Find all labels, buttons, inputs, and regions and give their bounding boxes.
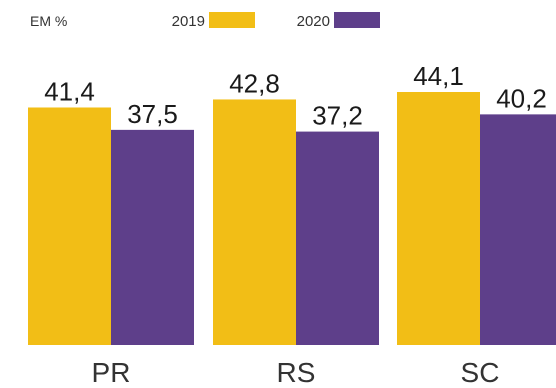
- category-label-pr: PR: [92, 357, 131, 388]
- bar-sc-2019: [397, 92, 480, 345]
- legend-swatch-2020: [334, 12, 380, 28]
- category-label-rs: RS: [277, 357, 316, 388]
- bar-rs-2020: [296, 131, 379, 345]
- legend-label-2019: 2019: [172, 13, 205, 30]
- bar-sc-2020: [480, 114, 556, 346]
- legend-swatch-2019: [209, 12, 255, 28]
- value-label-pr-2019: 41,4: [44, 76, 95, 106]
- category-labels-layer: PR RS SC: [92, 357, 500, 388]
- value-labels-layer: 41,4 37,5 42,8 37,2 44,1 40,2: [44, 61, 547, 131]
- unit-label: EM %: [30, 13, 67, 29]
- legend: 2019 2020: [172, 12, 380, 30]
- category-label-sc: SC: [461, 357, 500, 388]
- value-label-sc-2020: 40,2: [496, 83, 547, 113]
- value-label-rs-2019: 42,8: [229, 68, 280, 98]
- legend-label-2020: 2020: [297, 13, 330, 30]
- value-label-sc-2019: 44,1: [413, 61, 464, 91]
- bars-layer: [28, 92, 556, 346]
- bar-rs-2019: [213, 99, 296, 345]
- bar-pr-2019: [28, 107, 111, 345]
- value-label-rs-2020: 37,2: [312, 101, 363, 131]
- value-label-pr-2020: 37,5: [127, 99, 178, 129]
- bar-pr-2020: [111, 129, 194, 345]
